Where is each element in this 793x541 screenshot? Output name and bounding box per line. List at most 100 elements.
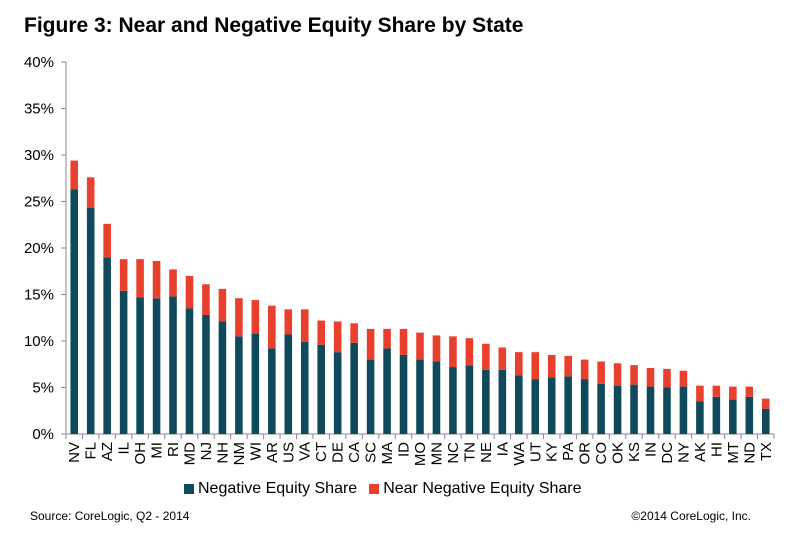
bar-negative-equity xyxy=(202,314,210,434)
bar-negative-equity xyxy=(498,369,507,434)
legend-label-negative: Negative Equity Share xyxy=(198,480,358,497)
bar-negative-equity xyxy=(383,348,391,434)
x-tick-label: OK xyxy=(610,442,627,464)
x-tick-label: OR xyxy=(577,442,594,465)
bar-near-negative-equity xyxy=(449,336,457,368)
bar-negative-equity xyxy=(564,376,572,434)
bar-near-negative-equity xyxy=(268,305,276,349)
copyright-note: ©2014 CoreLogic, Inc. xyxy=(631,509,751,523)
legend-swatch-negative xyxy=(184,484,194,494)
bar-negative-equity xyxy=(663,387,671,434)
bar-negative-equity xyxy=(482,369,490,434)
x-tick-label: CT xyxy=(313,442,330,462)
x-tick-label: AR xyxy=(264,442,281,463)
bar-negative-equity xyxy=(350,342,358,434)
bar-near-negative-equity xyxy=(729,386,737,400)
bar-negative-equity xyxy=(712,396,721,434)
x-tick-label: IL xyxy=(116,442,133,455)
bar-negative-equity xyxy=(103,257,111,434)
bar-negative-equity xyxy=(646,386,655,434)
x-tick-label: MD xyxy=(181,442,198,465)
x-tick-label: KY xyxy=(544,442,561,462)
bar-negative-equity xyxy=(169,296,177,434)
bar-negative-equity xyxy=(366,359,375,434)
bar-negative-equity xyxy=(300,341,309,434)
x-tick-label: ID xyxy=(396,442,413,457)
bar-negative-equity xyxy=(515,375,523,434)
x-tick-label: MO xyxy=(412,442,429,466)
bar-near-negative-equity xyxy=(70,160,79,190)
bar-near-negative-equity xyxy=(300,309,309,342)
bar-negative-equity xyxy=(284,334,293,434)
y-tick-label: 20% xyxy=(24,240,54,257)
bar-negative-equity xyxy=(218,321,227,434)
bar-near-negative-equity xyxy=(679,370,688,387)
x-tick-label: IN xyxy=(643,442,660,457)
x-tick-label: TN xyxy=(461,442,478,462)
x-tick-label: AZ xyxy=(99,442,116,461)
x-tick-label: NV xyxy=(66,442,83,463)
y-tick-label: 5% xyxy=(32,380,54,397)
bar-negative-equity xyxy=(761,408,770,434)
bar-negative-equity xyxy=(86,208,95,434)
bar-near-negative-equity xyxy=(416,332,424,360)
legend: Negative Equity Share Near Negative Equi… xyxy=(184,480,594,498)
bar-negative-equity xyxy=(630,384,638,434)
y-tick-label: 40% xyxy=(24,54,54,71)
bar-near-negative-equity xyxy=(761,398,770,409)
bar-negative-equity xyxy=(185,308,194,434)
x-tick-label: MN xyxy=(428,442,445,465)
bar-near-negative-equity xyxy=(251,300,260,334)
x-tick-label: VA xyxy=(297,442,314,461)
bar-negative-equity xyxy=(317,344,325,434)
bar-negative-equity xyxy=(70,189,79,434)
bar-near-negative-equity xyxy=(185,275,194,309)
x-tick-label: DC xyxy=(659,442,676,464)
bar-near-negative-equity xyxy=(515,352,523,376)
x-tick-label: DE xyxy=(330,442,347,463)
legend-label-near-negative: Near Negative Equity Share xyxy=(383,480,582,497)
bar-near-negative-equity xyxy=(712,385,721,397)
x-tick-label: WI xyxy=(247,442,264,460)
bar-negative-equity xyxy=(465,365,474,434)
bar-near-negative-equity xyxy=(218,288,227,322)
bar-near-negative-equity xyxy=(383,328,391,349)
bar-negative-equity xyxy=(136,297,144,434)
x-tick-label: HI xyxy=(708,442,725,457)
x-tick-label: MI xyxy=(149,442,166,459)
x-tick-label: MT xyxy=(725,442,742,464)
bar-negative-equity xyxy=(613,385,622,434)
bar-near-negative-equity xyxy=(136,259,144,298)
bar-negative-equity xyxy=(432,361,441,434)
x-tick-label: CO xyxy=(593,442,610,465)
x-tick-label: US xyxy=(280,442,297,463)
chart-title: Figure 3: Near and Negative Equity Share… xyxy=(24,14,524,37)
y-tick-label: 30% xyxy=(24,147,54,164)
x-tick-label: NY xyxy=(675,442,692,463)
x-tick-label: KS xyxy=(626,442,643,462)
bar-near-negative-equity xyxy=(317,320,325,345)
bar-negative-equity xyxy=(251,333,260,434)
bar-negative-equity xyxy=(696,401,704,434)
x-tick-label: WA xyxy=(511,442,528,466)
bar-near-negative-equity xyxy=(564,355,572,377)
bar-negative-equity xyxy=(333,352,342,434)
y-tick-label: 10% xyxy=(24,333,54,350)
legend-swatch-near-negative xyxy=(369,484,380,494)
legend-item-negative: Negative Equity Share xyxy=(184,480,357,498)
bar-negative-equity xyxy=(580,379,589,434)
bar-negative-equity xyxy=(399,354,408,434)
x-tick-label: OH xyxy=(132,442,149,465)
bar-near-negative-equity xyxy=(350,323,358,343)
bar-near-negative-equity xyxy=(580,359,589,380)
bar-near-negative-equity xyxy=(498,347,507,370)
bar-near-negative-equity xyxy=(432,335,441,362)
bar-near-negative-equity xyxy=(119,259,128,291)
y-tick-label: 25% xyxy=(24,194,54,211)
bar-near-negative-equity xyxy=(169,269,177,297)
bar-near-negative-equity xyxy=(646,367,655,387)
x-tick-label: RI xyxy=(165,442,182,457)
bar-near-negative-equity xyxy=(482,343,490,370)
bar-near-negative-equity xyxy=(333,321,342,353)
y-tick-label: 35% xyxy=(24,101,54,118)
